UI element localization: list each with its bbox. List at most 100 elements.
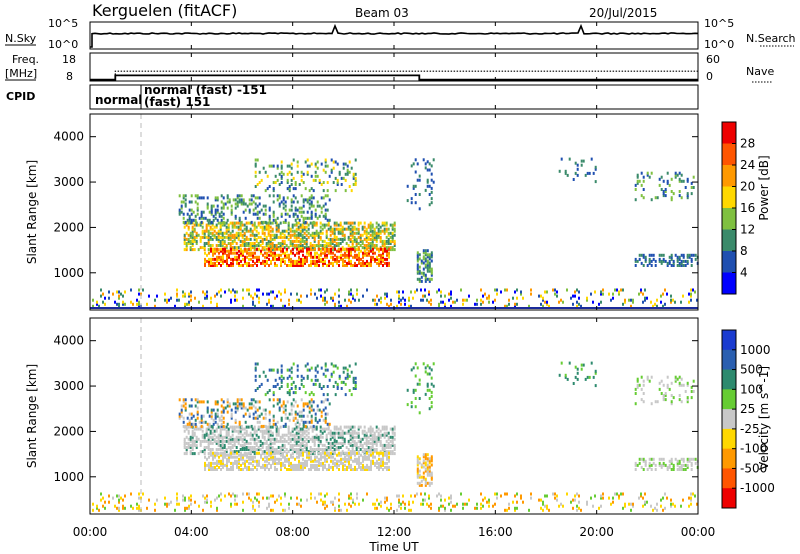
data-cell <box>178 502 180 506</box>
data-cell <box>308 420 311 424</box>
data-cell <box>231 233 234 237</box>
data-cell <box>314 457 316 461</box>
data-cell <box>386 506 388 510</box>
data-cell <box>314 214 317 218</box>
data-cell <box>688 300 690 304</box>
data-cell <box>191 443 194 447</box>
data-cell <box>206 218 209 222</box>
data-cell <box>338 264 340 267</box>
data-cell <box>362 259 364 263</box>
data-cell <box>304 463 306 467</box>
data-cell <box>264 408 267 412</box>
data-cell <box>668 459 671 463</box>
data-cell <box>261 225 264 229</box>
data-cell <box>238 461 240 465</box>
freq-panel: Freq. [MHz] 18 8 60 0 Nave <box>5 52 774 83</box>
data-cell <box>226 453 228 457</box>
data-cell <box>230 210 233 214</box>
data-cell <box>218 290 220 294</box>
data-cell <box>338 288 340 292</box>
data-cell <box>428 483 431 487</box>
data-cell <box>280 463 282 467</box>
data-cell <box>266 292 268 296</box>
data-cell <box>342 380 345 384</box>
data-cell <box>230 412 233 416</box>
data-cell <box>231 439 234 443</box>
data-cell <box>368 465 370 469</box>
data-cell <box>222 400 225 404</box>
data-cell <box>248 253 250 257</box>
data-cell <box>349 221 352 225</box>
data-cell <box>304 391 307 395</box>
data-cell <box>259 235 262 239</box>
data-cell <box>381 239 384 243</box>
data-cell <box>389 452 392 456</box>
data-cell <box>578 290 580 294</box>
data-cell <box>290 178 293 182</box>
data-cell <box>328 249 330 253</box>
data-cell <box>196 398 199 402</box>
data-cell <box>339 221 342 225</box>
data-cell <box>268 257 270 261</box>
data-cell <box>335 227 338 231</box>
data-cell <box>348 259 350 263</box>
data-cell <box>280 465 282 469</box>
data-cell <box>256 463 258 467</box>
data-cell <box>680 504 682 508</box>
data-cell <box>323 246 326 250</box>
data-cell <box>235 435 238 439</box>
data-cell <box>242 257 244 261</box>
data-cell <box>654 506 656 510</box>
data-cell <box>373 244 376 247</box>
data-cell <box>265 225 268 229</box>
data-cell <box>338 459 340 463</box>
data-cell <box>249 431 252 435</box>
data-cell <box>272 164 275 168</box>
data-cell <box>188 418 191 422</box>
data-cell <box>317 435 320 439</box>
data-cell <box>367 225 370 229</box>
data-cell <box>426 298 428 302</box>
data-cell <box>346 468 348 471</box>
data-cell <box>508 502 510 506</box>
data-cell <box>321 443 324 447</box>
data-cell <box>252 208 255 212</box>
data-cell <box>450 496 452 500</box>
data-cell <box>348 247 350 251</box>
data-cell <box>391 237 394 241</box>
data-cell <box>271 242 274 245</box>
data-cell <box>260 249 262 253</box>
data-cell <box>211 437 214 441</box>
data-cell <box>387 450 390 454</box>
data-cell <box>222 455 224 459</box>
data-cell <box>297 231 300 235</box>
data-cell <box>223 427 226 431</box>
data-cell <box>370 249 372 253</box>
data-cell <box>228 255 230 259</box>
data-cell <box>263 437 266 441</box>
data-cell <box>292 362 295 366</box>
data-cell <box>275 246 278 250</box>
data-cell <box>301 431 304 435</box>
data-cell <box>350 451 352 455</box>
data-cell <box>430 368 433 372</box>
data-cell <box>176 496 178 500</box>
data-cell <box>390 506 392 510</box>
data-cell <box>254 378 257 382</box>
data-cell <box>391 246 394 250</box>
data-cell <box>230 204 233 208</box>
data-cell <box>640 183 643 187</box>
data-cell <box>546 506 548 510</box>
data-cell <box>276 257 278 261</box>
data-cell <box>214 412 217 416</box>
data-cell <box>178 212 181 216</box>
data-cell <box>289 448 292 451</box>
data-cell <box>197 427 200 431</box>
data-cell <box>348 249 350 253</box>
data-cell <box>341 431 344 435</box>
data-cell <box>323 427 326 431</box>
data-cell <box>216 292 218 296</box>
data-cell <box>208 468 210 471</box>
data-cell <box>348 253 350 257</box>
data-cell <box>350 453 352 457</box>
